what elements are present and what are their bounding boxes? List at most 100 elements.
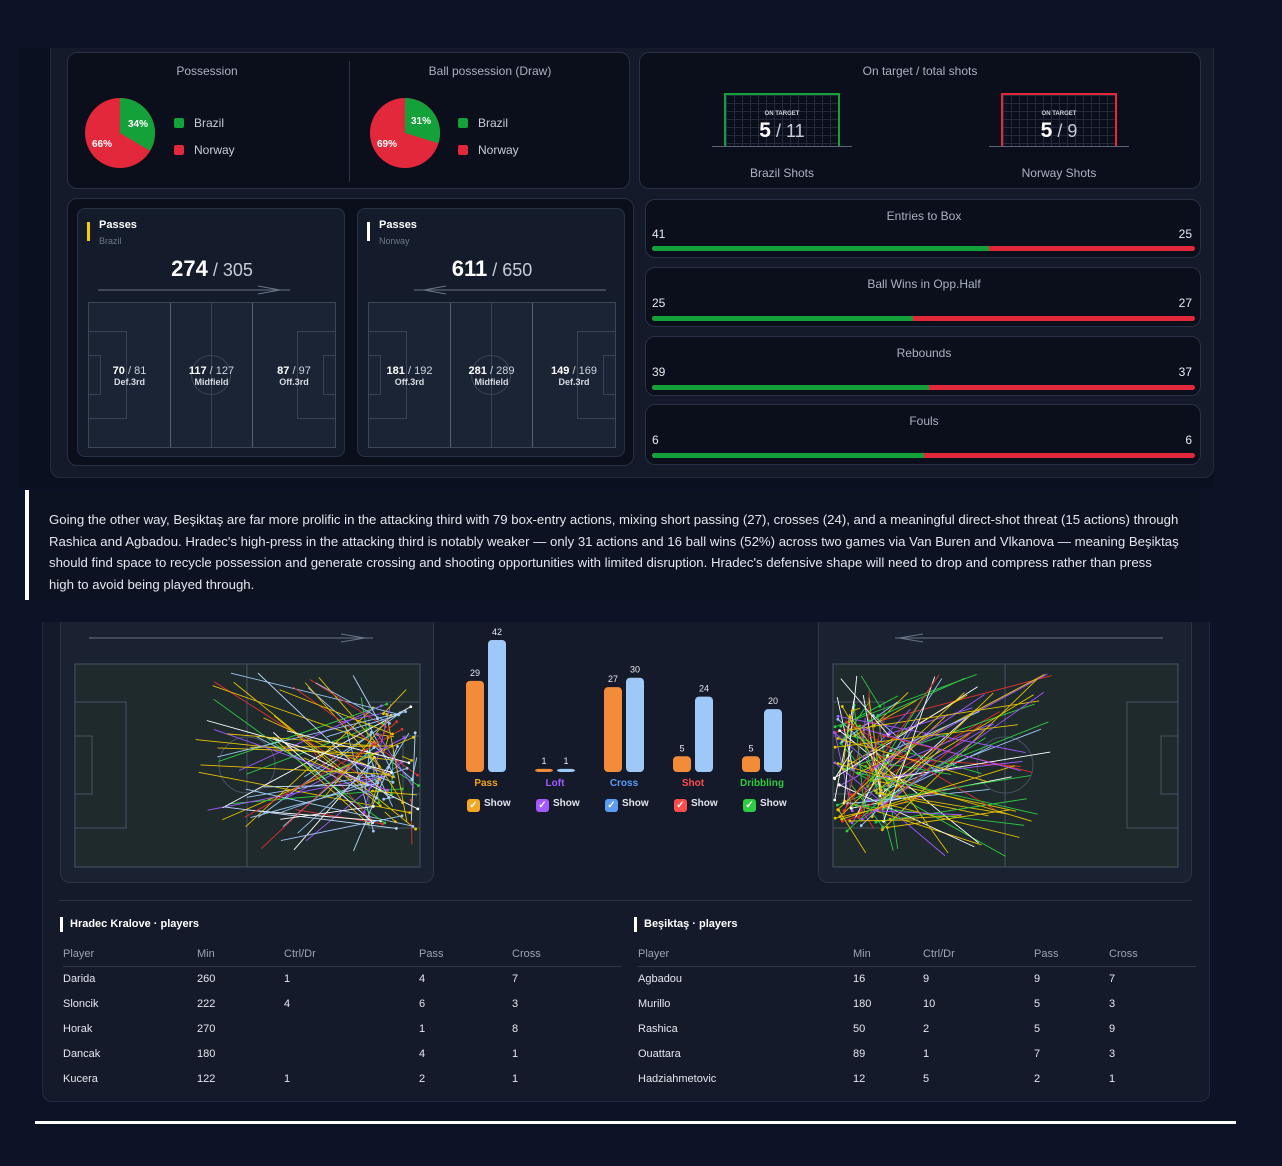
pass-line <box>319 753 372 779</box>
column-header[interactable]: Ctrl/Dr <box>284 942 419 967</box>
besiktas-players-section: Beşiktaş · players Player Min Ctrl/Dr Pass C… <box>634 917 1196 1091</box>
table-cell: 3 <box>1109 1047 1116 1060</box>
passes-title: Passes <box>379 219 417 231</box>
column-header[interactable]: Min <box>853 942 923 967</box>
pass-end-dot <box>376 781 380 785</box>
pass-line <box>315 682 390 724</box>
pass-line <box>834 750 853 779</box>
pass-line <box>869 677 966 722</box>
possession-title: Possession <box>176 64 238 78</box>
pass-end-dot <box>849 793 853 796</box>
pass-line <box>863 717 866 738</box>
pass-end-dot <box>836 737 840 740</box>
toggle-loft[interactable]: ✓ Show <box>536 798 580 812</box>
pass-line <box>833 731 853 811</box>
column-header[interactable]: Pass <box>419 942 512 967</box>
pass-line <box>344 724 374 832</box>
bar-value-label: 5 <box>748 743 753 753</box>
pass-end-dot <box>391 775 395 779</box>
checkbox-checked-icon[interactable]: ✓ <box>467 799 480 812</box>
table-cell: Murillo <box>638 997 671 1010</box>
brazil-shots-label: Brazil Shots <box>749 166 815 180</box>
shots-card: On target / total shots ON TARGET 5 / 11… <box>639 52 1201 189</box>
pass-end-dot <box>881 825 885 829</box>
checkbox-checked-icon[interactable]: ✓ <box>536 799 549 812</box>
table-cell: Darida <box>63 972 96 985</box>
checkbox-checked-icon[interactable]: ✓ <box>674 799 687 812</box>
column-header[interactable]: Cross <box>512 942 621 967</box>
ball-possession-legend: Brazil Norway <box>458 116 519 170</box>
pass-end-dot <box>833 745 837 749</box>
attack-direction-arrow <box>89 633 373 643</box>
pass-line <box>853 705 865 813</box>
pass-end-dot <box>859 824 863 827</box>
pass-line <box>368 724 396 779</box>
pass-end-dot <box>377 801 381 805</box>
table-cell: 4 <box>284 997 291 1010</box>
total-shots-count: 11 <box>786 121 805 141</box>
pass-end-dot <box>414 827 418 831</box>
column-header[interactable]: Min <box>197 942 284 967</box>
stat-left-value: 25 <box>652 296 666 310</box>
pass-end-dot <box>848 819 852 823</box>
bar-value-label: 42 <box>492 627 502 637</box>
pass-end-dot <box>839 724 843 728</box>
stat-bar <box>652 453 1195 458</box>
pass-end-dot <box>397 713 401 717</box>
pass-line <box>256 736 377 799</box>
pass-end-dot <box>383 821 387 825</box>
pass-end-dot <box>850 821 854 825</box>
pass-line <box>846 721 997 811</box>
pass-line <box>230 672 399 715</box>
pass-line <box>250 782 379 818</box>
bar-value-label: 24 <box>699 684 709 694</box>
stat-bar-fill <box>652 316 913 321</box>
column-header[interactable]: Cross <box>1109 942 1196 967</box>
pass-end-dot <box>387 795 391 799</box>
column-header[interactable]: Player <box>63 942 197 967</box>
pass-map-hradec <box>60 622 434 883</box>
toggle-dribbling[interactable]: ✓ Show <box>743 798 787 812</box>
bar-pass-1 <box>466 680 484 772</box>
pass-line <box>410 732 416 821</box>
pass-line <box>837 715 1026 753</box>
category-label-shot: Shot <box>681 778 705 789</box>
pass-line <box>834 697 855 801</box>
on-target-count: 5 <box>1040 119 1053 142</box>
category-label-loft: Loft <box>545 778 565 789</box>
column-header[interactable]: Ctrl/Dr <box>923 942 1034 967</box>
table-cell: 6 <box>419 997 426 1010</box>
toggle-shot[interactable]: ✓ Show <box>674 798 718 812</box>
toggle-cross[interactable]: ✓ Show <box>605 798 649 812</box>
checkbox-checked-icon[interactable]: ✓ <box>605 799 618 812</box>
accent-bar-yellow <box>87 222 90 241</box>
stat-card-fouls: Fouls 6 6 <box>645 404 1201 465</box>
pass-end-dot <box>836 808 840 812</box>
pass-line <box>834 762 946 857</box>
stat-bar-fill <box>652 453 924 458</box>
checkbox-checked-icon[interactable]: ✓ <box>743 799 756 812</box>
table-row: Dancak 180 4 1 <box>63 1041 621 1066</box>
pass-end-dot <box>408 811 412 815</box>
pass-end-dot <box>841 767 845 771</box>
pass-end-dot <box>377 777 381 781</box>
bar-shot-1 <box>673 756 691 772</box>
column-header[interactable]: Player <box>638 942 853 967</box>
table-row: Murillo 180 10 5 3 <box>638 991 1196 1016</box>
pass-line <box>856 804 1025 826</box>
toggle-pass[interactable]: ✓ Show <box>467 798 511 812</box>
pass-line <box>883 676 936 822</box>
table-cell: 1 <box>512 1072 519 1085</box>
zone-midfield: 281 / 289 Midfield <box>468 365 515 387</box>
pass-end-dot <box>410 758 413 762</box>
pass-end-dot <box>833 816 837 820</box>
pie-slice-brazil <box>405 97 441 144</box>
column-header[interactable]: Pass <box>1034 942 1109 967</box>
stat-left-value: 6 <box>652 433 659 447</box>
hradec-players-table: Player Min Ctrl/Dr Pass Cross Darida 260 1 4 7 Slo… <box>63 942 621 1091</box>
pass-end-dot <box>401 801 404 804</box>
pass-line <box>887 809 1011 828</box>
pass-end-dot <box>885 826 889 829</box>
pass-end-dot <box>867 719 871 723</box>
pass-line <box>224 806 397 829</box>
